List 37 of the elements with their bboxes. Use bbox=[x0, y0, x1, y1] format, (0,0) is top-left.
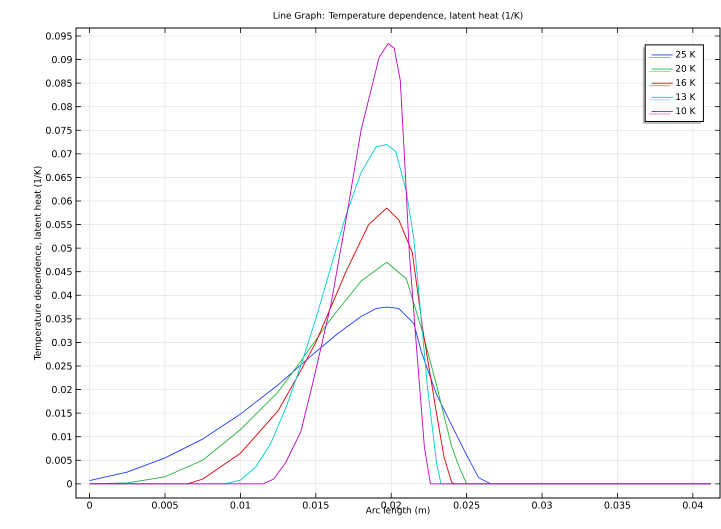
y-tick-label: 0.095 bbox=[46, 32, 72, 40]
x-tick-label: 0.035 bbox=[604, 501, 630, 509]
x-tick-label: 0.04 bbox=[682, 501, 703, 509]
y-tick-label: 0.04 bbox=[52, 292, 72, 299]
y-tick-label: 0.06 bbox=[52, 197, 72, 205]
y-tick-label: 0 bbox=[67, 480, 72, 488]
y-tick-label: 0.025 bbox=[46, 362, 72, 370]
y-tick-label: 0.05 bbox=[52, 244, 72, 252]
y-tick-label: 0.005 bbox=[46, 456, 72, 464]
y-tick-label: 0.01 bbox=[52, 433, 72, 440]
x-tick-label: 0.02 bbox=[381, 501, 401, 509]
y-tick-label: 0.065 bbox=[46, 174, 72, 182]
x-tick-label: 0 bbox=[87, 501, 92, 509]
x-tick-label: 0.015 bbox=[302, 501, 329, 509]
y-tick-label: 0.015 bbox=[46, 410, 72, 417]
y-tick-label: 0.085 bbox=[46, 80, 72, 87]
y-tick-label: 0.055 bbox=[46, 220, 72, 228]
x-tick-label: 0.025 bbox=[454, 501, 480, 509]
y-tick-label: 0.035 bbox=[46, 315, 72, 322]
y-tick-label: 0.075 bbox=[46, 126, 72, 134]
legend-label: 25 K bbox=[676, 50, 696, 58]
y-tick-label: 0.08 bbox=[52, 103, 72, 110]
x-tick-label: 0.005 bbox=[152, 501, 178, 509]
line-series bbox=[89, 43, 712, 484]
legend-label: 20 K bbox=[676, 65, 696, 72]
y-axis-title: Temperature dependence, latent heat (1/K) bbox=[34, 166, 43, 360]
y-tick-label: 0.03 bbox=[52, 338, 72, 346]
y-tick-label: 0.045 bbox=[46, 268, 72, 276]
chart-title: Line Graph: Temperature dependence, latent heat (1/K) bbox=[274, 12, 522, 20]
legend-label: 16 K bbox=[676, 79, 696, 86]
legend-label: 10 K bbox=[676, 107, 696, 114]
y-tick-label: 0.02 bbox=[52, 386, 72, 394]
y-tick-label: 0.09 bbox=[52, 56, 72, 64]
x-tick-label: 0.03 bbox=[532, 501, 552, 509]
x-tick-label: 0.01 bbox=[230, 501, 250, 509]
y-tick-label: 0.07 bbox=[52, 150, 72, 158]
legend-label: 13 K bbox=[676, 93, 696, 100]
